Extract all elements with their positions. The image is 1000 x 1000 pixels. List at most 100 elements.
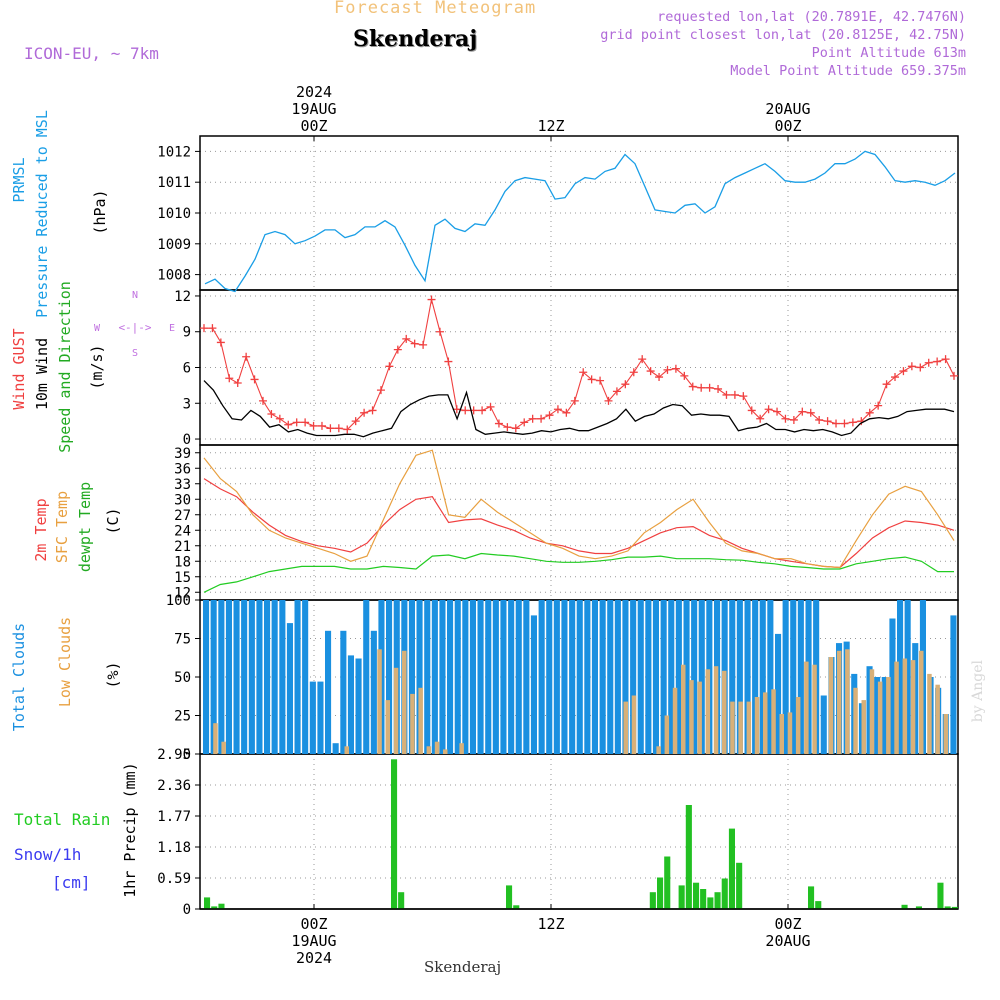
rain-label: Total Rain <box>14 810 110 829</box>
gust-marker <box>612 387 621 396</box>
total-cloud-bar <box>286 623 293 754</box>
gust-marker <box>697 383 706 392</box>
precip-ytick-label: 2.36 <box>157 778 191 794</box>
bottom-time-label: 12Z <box>537 915 564 933</box>
gust-marker <box>916 363 925 372</box>
rain-bar <box>204 897 211 909</box>
rain-bar <box>915 906 922 909</box>
total-cloud-bar <box>264 600 271 754</box>
gust-marker <box>933 357 942 366</box>
gust-marker <box>806 408 815 417</box>
gust-marker <box>233 379 242 387</box>
low-cloud-bar <box>434 741 440 754</box>
pressure-ytick-label: 1010 <box>157 206 191 222</box>
precip-ytick-label: 1.18 <box>157 840 191 856</box>
gust-marker <box>655 373 664 382</box>
low-cloud-bar <box>779 714 784 754</box>
gust-marker <box>705 383 714 392</box>
total-cloud-bar <box>782 600 789 754</box>
rain-bar <box>657 877 664 909</box>
total-cloud-bar <box>698 600 705 754</box>
gust-marker <box>924 358 933 367</box>
point-altitude: Point Altitude 613m <box>811 45 966 61</box>
low-cloud-bar <box>935 684 940 754</box>
total-cloud-bar <box>370 630 377 754</box>
gust-marker <box>537 414 546 423</box>
low-cloud-bar <box>377 649 382 754</box>
low-cloud-bar <box>213 723 218 754</box>
total-cloud-bar <box>637 600 644 754</box>
total-cloud-bar <box>752 600 759 754</box>
low-cloud-bar <box>902 658 908 754</box>
gust-marker <box>402 334 411 343</box>
total-cloud-bar <box>591 600 598 754</box>
clouds-ytick-label: 100 <box>166 593 191 609</box>
temperature-ytick-label: 12 <box>174 585 191 601</box>
gust-marker <box>621 380 630 389</box>
rain-bar <box>728 828 735 909</box>
total-cloud-bar <box>416 600 423 754</box>
total-cloud-bar <box>675 600 682 754</box>
rain-bar <box>700 889 707 909</box>
total-cloud-bar <box>767 600 774 754</box>
rain-bar <box>815 901 822 909</box>
total-cloud-bar <box>652 600 659 754</box>
low-cloud-bar <box>919 650 924 754</box>
gust-marker <box>385 362 394 371</box>
rain-bar <box>693 882 700 909</box>
total-cloud-bar <box>355 658 362 754</box>
low-cloud-bar <box>713 666 719 754</box>
gust-marker <box>604 396 613 405</box>
pressure-ytick-label: 1012 <box>157 144 191 160</box>
gust-marker <box>638 355 647 364</box>
low-cloud-bar <box>836 650 842 754</box>
gust-marker <box>410 339 419 348</box>
wind-ytick-label: 9 <box>183 325 191 341</box>
gust-marker <box>815 415 824 424</box>
temperature-ytick-label: 27 <box>174 508 191 524</box>
gust-marker <box>208 324 217 333</box>
rain-bar <box>944 906 951 909</box>
gust-marker <box>461 406 470 415</box>
total-cloud-bar <box>729 600 736 754</box>
gust-marker <box>376 386 385 395</box>
gust-marker <box>739 392 748 401</box>
precip-frame <box>199 753 959 910</box>
top-time-label: 19AUG <box>291 100 336 118</box>
clouds-unit: (%) <box>104 661 122 688</box>
rain-bar <box>678 885 685 909</box>
low-cloud-bar <box>894 661 899 754</box>
temperature-ytick-label: 39 <box>174 446 191 462</box>
total-cloud-bar <box>515 600 522 754</box>
gust-marker <box>503 423 512 432</box>
wind-ytick-label: 0 <box>183 432 191 448</box>
clouds-ytick-label: 75 <box>174 632 191 648</box>
gust-marker <box>874 401 883 410</box>
total-cloud-bar <box>866 666 873 754</box>
total-cloud-bar <box>889 618 896 754</box>
chart-subtitle: Forecast Meteogram <box>334 0 537 18</box>
total-cloud-bar <box>431 600 438 754</box>
snow-label: Snow/1h <box>14 845 81 864</box>
compass-n: N <box>132 290 138 301</box>
compass-w: W <box>94 323 101 334</box>
gust-marker <box>200 324 208 333</box>
total-cloud-bar <box>630 600 637 754</box>
low-cloud-bar <box>689 680 694 754</box>
low-cloud-bar <box>459 743 464 754</box>
gust-marker <box>747 406 756 415</box>
total-cloud-bar <box>599 600 606 754</box>
gust-marker <box>419 340 428 349</box>
gust-marker <box>511 424 520 433</box>
total-cloud-bar <box>820 695 827 754</box>
low-cloud-bar <box>738 701 743 754</box>
gust-marker <box>427 295 436 304</box>
temp-line-0 <box>203 478 955 569</box>
gust-marker <box>360 408 369 417</box>
rain-bar <box>211 906 218 909</box>
gust-marker <box>907 362 916 371</box>
gust-marker <box>309 421 318 430</box>
clouds-ytick-label: 0 <box>183 747 191 763</box>
gust-marker <box>258 396 267 405</box>
rain-bar <box>721 878 728 909</box>
